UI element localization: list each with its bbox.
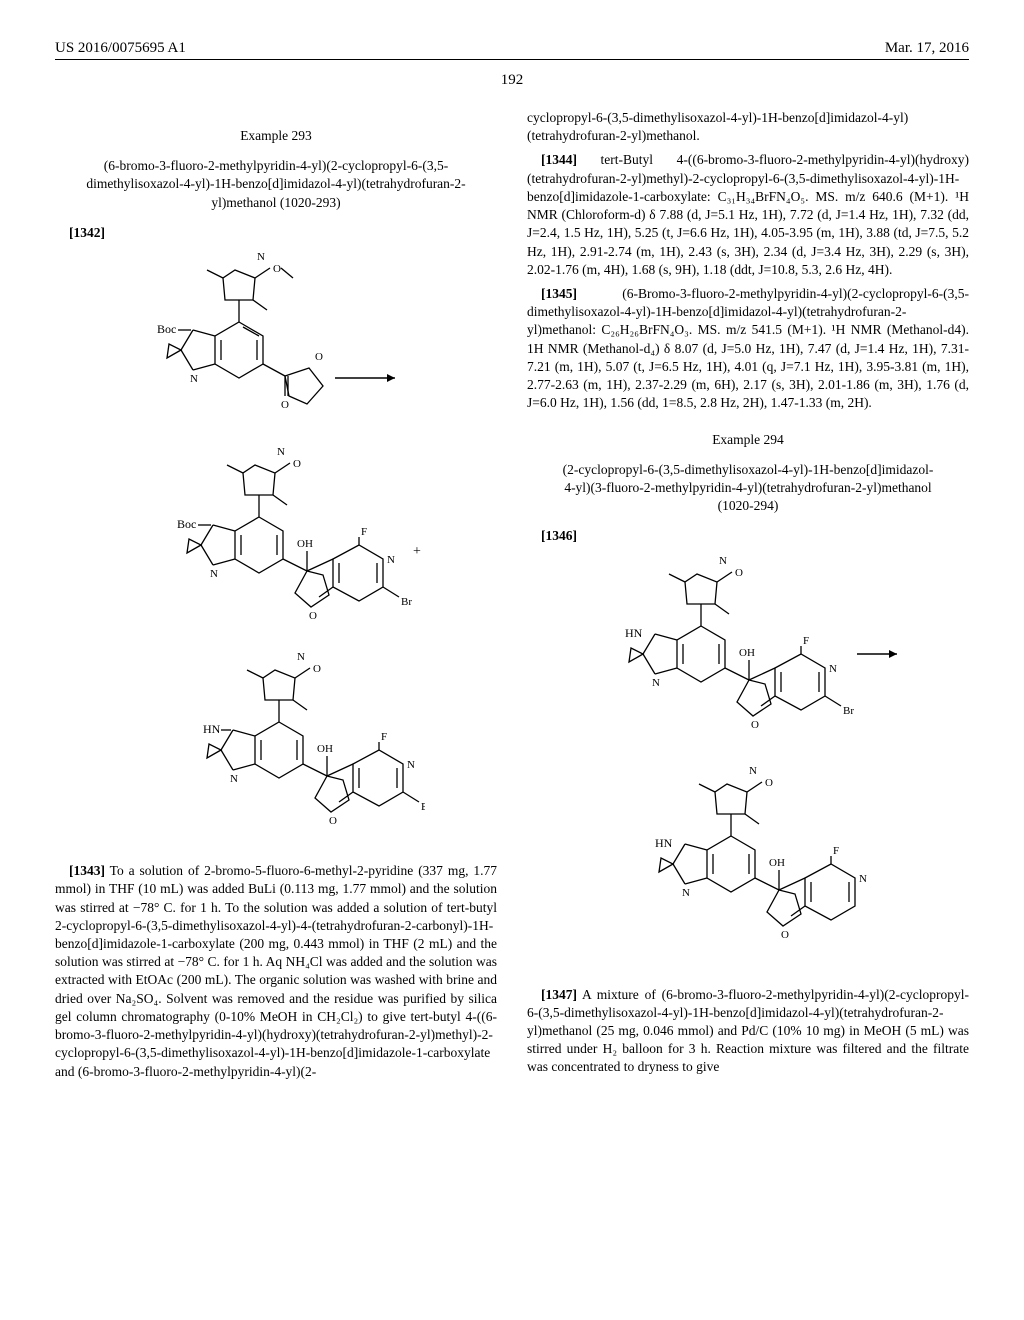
- svg-text:Br: Br: [421, 801, 425, 813]
- label-O: O: [315, 351, 323, 363]
- para-1346-num: [1346]: [541, 528, 577, 543]
- svg-text:N: N: [682, 887, 690, 899]
- example-293-scheme: O N: [55, 250, 497, 850]
- svg-text:N: N: [190, 373, 198, 385]
- label-F: F: [361, 526, 367, 538]
- body-columns: Example 293 (6-bromo-3-fluoro-2-methylpy…: [55, 109, 969, 1085]
- para-1344-num: [1344]: [541, 152, 577, 167]
- para-1345-num: [1345]: [541, 286, 577, 301]
- para-1345-text: (6-Bromo-3-fluoro-2-methylpyridin-4-yl)(…: [527, 286, 969, 410]
- example-294-heading: Example 294: [527, 431, 969, 449]
- svg-text:N: N: [749, 765, 757, 777]
- chem-scheme-294-svg: N O HN N: [527, 554, 907, 974]
- svg-text:O: O: [293, 458, 301, 470]
- svg-text:N: N: [230, 773, 238, 785]
- label-Boc: Boc: [177, 517, 196, 531]
- example-294-title: (2-cyclopropyl-6-(3,5-dimethylisoxazol-4…: [558, 461, 938, 516]
- svg-text:O: O: [329, 815, 337, 827]
- publication-date: Mar. 17, 2016: [885, 40, 969, 57]
- patent-number: US 2016/0075695 A1: [55, 40, 186, 57]
- page-header: US 2016/0075695 A1 Mar. 17, 2016: [55, 40, 969, 60]
- para-1345: [1345] (6-Bromo-3-fluoro-2-methylpyridin…: [527, 285, 969, 413]
- example-293-heading: Example 293: [55, 127, 497, 145]
- svg-text:OH: OH: [739, 647, 755, 659]
- label-O: O: [281, 399, 289, 411]
- para-1343-num: [1343]: [69, 863, 105, 878]
- page-number: 192: [55, 72, 969, 89]
- svg-text:F: F: [381, 731, 387, 743]
- label-Br: Br: [401, 596, 412, 608]
- svg-text:HN: HN: [655, 836, 673, 850]
- svg-text:F: F: [803, 635, 809, 647]
- example-293-title: (6-bromo-3-fluoro-2-methylpyridin-4-yl)(…: [86, 157, 466, 212]
- para-1343-cont: cyclopropyl-6-(3,5-dimethylisoxazol-4-yl…: [527, 109, 969, 145]
- para-1343: [1343] To a solution of 2-bromo-5-fluoro…: [55, 862, 497, 1081]
- para-1342-num: [1342]: [69, 225, 105, 240]
- svg-text:N: N: [277, 446, 285, 458]
- svg-text:O: O: [765, 777, 773, 789]
- para-1347-text: A mixture of (6-bromo-3-fluoro-2-methylp…: [527, 987, 969, 1075]
- label-OH: OH: [297, 538, 313, 550]
- page: US 2016/0075695 A1 Mar. 17, 2016 192 Exa…: [0, 0, 1024, 1320]
- svg-text:F: F: [833, 845, 839, 857]
- svg-text:N: N: [859, 873, 867, 885]
- para-1344-text: tert-Butyl 4-((6-bromo-3-fluoro-2-methyl…: [527, 152, 969, 276]
- svg-text:O: O: [781, 929, 789, 941]
- para-1346: [1346]: [527, 527, 969, 545]
- svg-text:Br: Br: [843, 705, 854, 717]
- label-N: N: [257, 251, 265, 263]
- para-1342: [1342]: [55, 224, 497, 242]
- svg-text:N: N: [407, 759, 415, 771]
- para-1343-text: To a solution of 2-bromo-5-fluoro-6-meth…: [55, 863, 497, 1078]
- label-HN: HN: [625, 626, 643, 640]
- svg-text:N: N: [652, 677, 660, 689]
- label-O: O: [273, 263, 281, 275]
- svg-text:OH: OH: [317, 743, 333, 755]
- svg-text:N: N: [829, 663, 837, 675]
- svg-text:N: N: [719, 555, 727, 567]
- svg-text:O: O: [309, 610, 317, 622]
- svg-text:OH: OH: [769, 857, 785, 869]
- svg-text:O: O: [751, 719, 759, 731]
- svg-text:N: N: [297, 651, 305, 663]
- label-HN: HN: [203, 722, 221, 736]
- svg-text:O: O: [735, 567, 743, 579]
- chem-scheme-293-svg: O N: [55, 250, 425, 850]
- svg-text:N: N: [387, 554, 395, 566]
- example-294-scheme: N O HN N: [527, 554, 969, 974]
- para-1347-num: [1347]: [541, 987, 577, 1002]
- svg-text:O: O: [313, 663, 321, 675]
- para-1344: [1344] tert-Butyl 4-((6-bromo-3-fluoro-2…: [527, 151, 969, 279]
- label-plus: +: [413, 544, 421, 559]
- svg-text:N: N: [210, 568, 218, 580]
- label-Boc: Boc: [157, 322, 176, 336]
- para-1347: [1347] A mixture of (6-bromo-3-fluoro-2-…: [527, 986, 969, 1077]
